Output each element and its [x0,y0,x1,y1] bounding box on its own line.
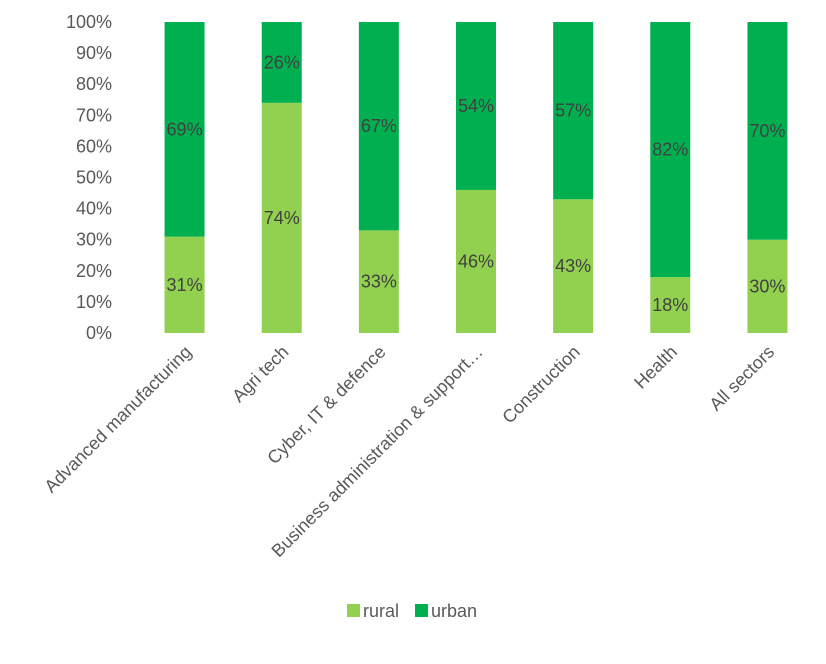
x-category-label: Business administration & support… [268,342,487,561]
bar-segment-urban [358,22,399,231]
data-label-rural: 33% [361,272,397,292]
data-label-urban: 54% [458,96,494,116]
data-label-urban: 82% [652,140,688,160]
x-category-label: Advanced manufacturing [40,342,195,497]
y-tick-label: 100% [66,12,112,32]
bar-segment-rural [164,236,205,333]
data-label-urban: 67% [361,116,397,136]
x-category-label: Health [630,342,681,393]
legend-swatch-rural [347,604,360,617]
data-label-urban: 69% [167,119,203,139]
y-tick-label: 80% [76,74,112,94]
y-axis: 0% 10% 20% 30% 40% 50% 60% 70% 80% 90% 100% [66,12,112,343]
bar-segment-urban [747,22,788,240]
y-tick-label: 30% [76,230,112,250]
y-tick-label: 70% [76,105,112,125]
legend-swatch-urban [415,604,429,617]
bar-segment-urban [456,22,496,190]
bar-segment-urban [553,22,594,200]
y-tick-label: 50% [76,168,112,188]
bar-segment-rural [261,102,302,333]
data-label-urban: 26% [264,52,300,72]
bar-segment-urban [261,22,302,103]
bar-segment-rural [358,230,399,333]
x-category-label: Agri tech [228,342,292,406]
data-label-rural: 74% [264,208,300,228]
data-label-urban: 70% [749,121,785,141]
bar-segment-rural [650,277,691,333]
y-tick-label: 20% [76,261,112,281]
y-tick-label: 60% [76,136,112,156]
bar-segment-rural [747,239,788,333]
x-category-label: All sectors [705,342,778,415]
y-tick-label: 90% [76,43,112,63]
data-label-rural: 43% [555,256,591,276]
data-label-urban: 57% [555,101,591,121]
legend-label-rural: rural [363,601,399,621]
data-label-rural: 18% [652,295,688,315]
bar-segment-urban [164,22,205,237]
y-tick-label: 10% [76,292,112,312]
bar-segment-rural [553,199,594,333]
y-tick-label: 40% [76,199,112,219]
y-tick-label: 0% [86,323,112,343]
x-category-label: Construction [498,342,584,428]
bars-group [164,22,788,333]
data-label-rural: 30% [749,276,785,296]
data-label-rural: 46% [458,251,494,271]
data-labels-group: 31% 69% 74% 26% 33% 67% 46% 54% 43% 57% 18% 82% 30% 7… [167,52,786,315]
bar-segment-rural [456,189,496,333]
data-label-rural: 31% [167,275,203,295]
legend: rural urban [347,601,477,621]
legend-label-urban: urban [431,601,477,621]
bar-segment-urban [650,22,691,278]
